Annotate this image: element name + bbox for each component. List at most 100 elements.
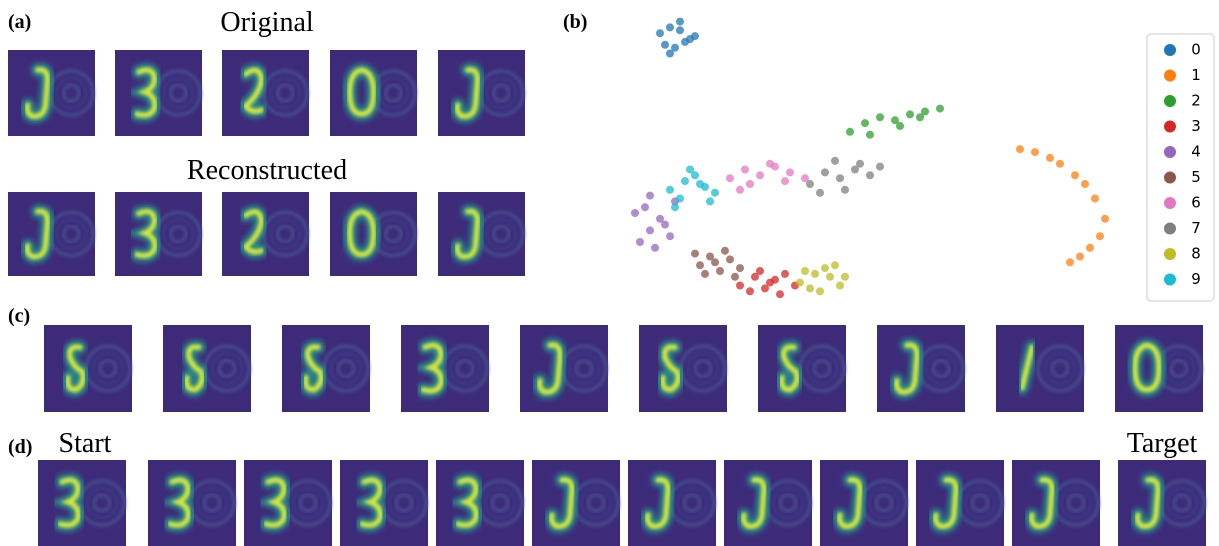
point [736, 282, 744, 290]
digit-image [996, 325, 1084, 412]
point [806, 180, 814, 188]
point [701, 270, 709, 278]
legend-swatch [1164, 223, 1176, 235]
point [681, 177, 689, 185]
point [866, 131, 874, 139]
digit-image [532, 460, 620, 546]
point [776, 290, 784, 298]
point [841, 186, 849, 194]
point [741, 166, 749, 174]
point [781, 270, 789, 278]
point [786, 168, 794, 176]
legend-swatch [1164, 70, 1176, 82]
point [646, 192, 654, 200]
digit-image [222, 50, 309, 136]
point [846, 128, 854, 136]
legend-label: 6 [1191, 194, 1201, 212]
point [746, 287, 754, 295]
point [766, 160, 774, 168]
point [826, 273, 834, 281]
point [876, 113, 884, 121]
point [731, 273, 739, 281]
figure: (a) Original Reconstructed (b) (c) (d) S… [0, 0, 1219, 546]
digit-image [222, 192, 309, 276]
point [666, 23, 674, 31]
image-bg [996, 325, 1084, 412]
point [631, 209, 639, 217]
point [1056, 160, 1064, 168]
legend-swatch [1164, 197, 1176, 209]
point [636, 238, 644, 246]
point [686, 166, 694, 174]
point [861, 119, 869, 127]
point [771, 276, 779, 284]
legend-label: 7 [1191, 219, 1201, 237]
point [666, 186, 674, 194]
start-label: Start [59, 428, 112, 459]
point [666, 232, 674, 240]
image-bg [222, 50, 309, 136]
point [796, 279, 804, 287]
point [1031, 148, 1039, 156]
point [821, 264, 829, 272]
point [821, 168, 829, 176]
panel-label: (a) [8, 11, 31, 33]
digit-image [330, 50, 417, 136]
point [696, 261, 704, 269]
point [801, 267, 809, 275]
point [866, 171, 874, 179]
point [701, 183, 709, 191]
legend-label: 4 [1191, 143, 1201, 161]
legend-swatch [1164, 95, 1176, 107]
point [736, 186, 744, 194]
point [706, 197, 714, 205]
point [721, 247, 729, 255]
point [661, 41, 669, 49]
point [916, 113, 924, 121]
point [711, 258, 719, 266]
digit-image [44, 325, 132, 412]
row-title: Original [220, 7, 314, 38]
point [876, 163, 884, 171]
point [1071, 171, 1079, 179]
legend-swatch [1164, 172, 1176, 184]
point [691, 250, 699, 258]
point [1096, 232, 1104, 240]
point [641, 203, 649, 211]
point [1076, 253, 1084, 261]
digit-image [438, 192, 525, 276]
target-label: Target [1127, 428, 1198, 459]
point [1086, 244, 1094, 252]
point [746, 180, 754, 188]
legend-swatch [1164, 248, 1176, 260]
digit-image [115, 192, 202, 276]
point [831, 261, 839, 269]
digit-image [330, 192, 417, 276]
point [936, 105, 944, 113]
image-bg [44, 325, 132, 412]
digit-image [520, 325, 608, 412]
digit-image [282, 325, 370, 412]
point [756, 267, 764, 275]
point [656, 29, 664, 37]
legend-label: 0 [1191, 41, 1201, 59]
legend-label: 3 [1191, 117, 1201, 135]
point [651, 244, 659, 252]
panel-label: (b) [563, 11, 587, 33]
panel-label: (c) [8, 305, 30, 327]
scatter-plot [631, 18, 1109, 299]
image-bg [639, 325, 727, 412]
point [736, 264, 744, 272]
legend-swatch [1164, 44, 1176, 56]
digit-image [148, 460, 236, 546]
point [726, 255, 734, 263]
point [806, 284, 814, 292]
legend-label: 2 [1191, 92, 1201, 110]
point [1091, 195, 1099, 203]
digit-image [340, 460, 428, 546]
point [681, 38, 689, 46]
legend-box [1147, 34, 1214, 301]
image-bg [222, 192, 309, 276]
point [671, 203, 679, 211]
point [711, 189, 719, 197]
